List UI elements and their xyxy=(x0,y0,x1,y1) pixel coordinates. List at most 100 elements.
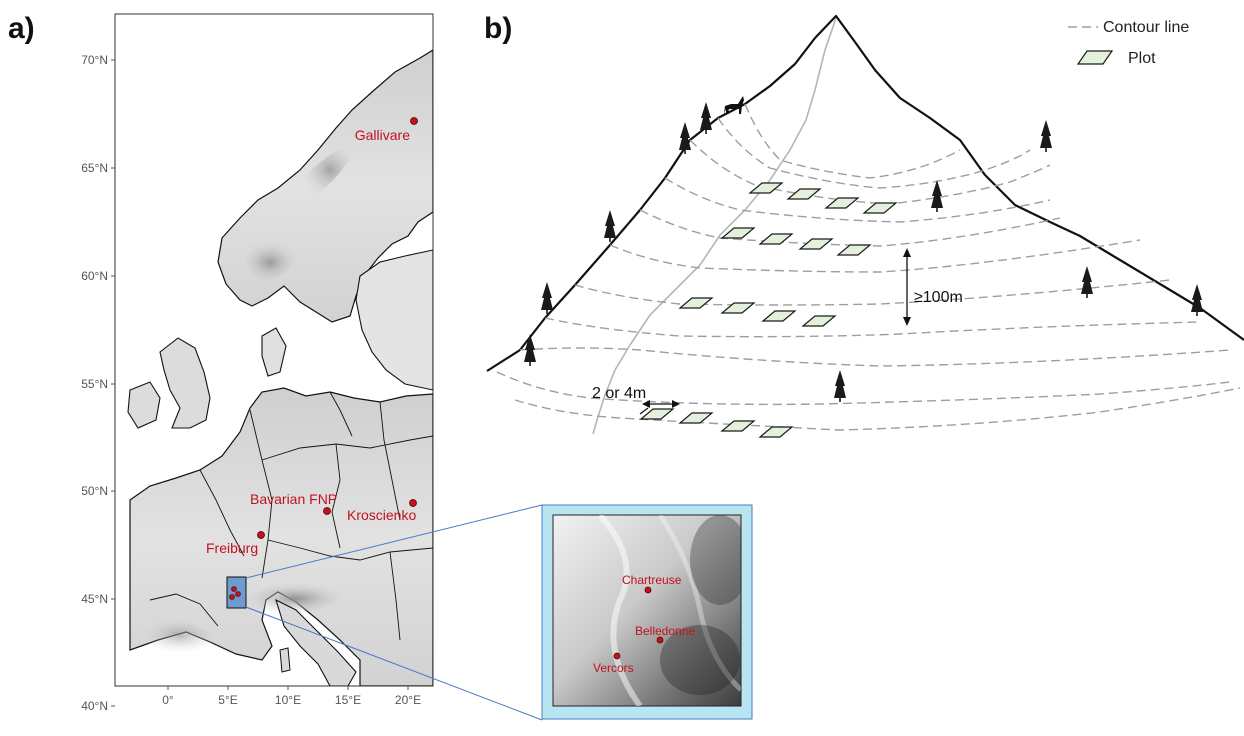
contour-line xyxy=(514,387,1241,431)
site-label: Freiburg xyxy=(206,540,258,556)
lat-tick: 55°N xyxy=(81,377,115,391)
map-land xyxy=(127,49,433,686)
plot[interactable] xyxy=(758,426,794,438)
slope-path xyxy=(592,17,837,435)
plot-row-3 xyxy=(678,297,837,327)
lat-tick-label: 40°N xyxy=(81,699,108,713)
plot[interactable] xyxy=(862,202,898,214)
lat-tick-label: 55°N xyxy=(81,377,108,391)
lon-tick-label: 10°E xyxy=(275,693,301,707)
tree-icon xyxy=(541,282,553,314)
plot[interactable] xyxy=(678,297,714,309)
plot[interactable] xyxy=(824,197,860,209)
site-bavarian-fnp[interactable]: Bavarian FNP xyxy=(250,491,337,515)
site-marker xyxy=(656,636,664,644)
tree-icon xyxy=(524,334,536,366)
alps-highlight-box[interactable] xyxy=(226,576,247,609)
plot[interactable] xyxy=(758,233,794,245)
plot[interactable] xyxy=(761,310,797,322)
contour-line xyxy=(544,317,1201,338)
corsica xyxy=(279,647,291,673)
ridge-line xyxy=(486,14,1244,372)
scandes-relief xyxy=(240,240,300,285)
inset-map: Chartreuse Belledonne Vercors xyxy=(541,504,753,720)
inset-site-belledonne[interactable]: Belledonne xyxy=(635,624,695,644)
tree-icon xyxy=(834,370,846,402)
plot[interactable] xyxy=(720,420,756,432)
legend-item-contour: Contour line xyxy=(1068,19,1189,36)
tree-icon xyxy=(1191,284,1203,316)
site-label: Chartreuse xyxy=(622,573,682,587)
contour-lines xyxy=(496,103,1241,431)
plot-row-2 xyxy=(720,227,872,256)
plot-row-1 xyxy=(748,182,898,214)
lon-tick-label: 5°E xyxy=(218,693,237,707)
site-label: Belledonne xyxy=(635,624,695,638)
lon-tick: 20°E xyxy=(395,686,421,707)
site-gallivare[interactable]: Gallivare xyxy=(355,117,418,144)
contour-line xyxy=(689,139,1051,205)
plot-parallelogram-icon xyxy=(1076,50,1114,65)
lon-tick: 15°E xyxy=(335,686,361,707)
site-label: Bavarian FNP xyxy=(250,491,337,507)
tree-icon xyxy=(700,102,712,134)
lat-tick: 65°N xyxy=(81,161,115,175)
plot[interactable] xyxy=(748,182,784,194)
tree-icon xyxy=(679,122,691,154)
lat-axis: 70°N 65°N 60°N 55°N 50°N 45°N 40°N xyxy=(81,53,115,713)
lat-tick-label: 70°N xyxy=(81,53,108,67)
plot[interactable] xyxy=(786,188,822,200)
inset-connector-top xyxy=(245,504,543,579)
site-label: Gallivare xyxy=(355,127,410,143)
lat-tick-label: 60°N xyxy=(81,269,108,283)
plot[interactable] xyxy=(720,227,756,239)
legend-item-plot: Plot xyxy=(1076,50,1156,67)
inset-connector-bottom xyxy=(245,606,543,721)
plot[interactable] xyxy=(801,315,837,327)
great-britain xyxy=(159,337,211,429)
site-label: Vercors xyxy=(593,661,634,675)
panel-a-label: a) xyxy=(8,12,35,45)
lon-tick: 5°E xyxy=(218,686,238,707)
iberia-relief xyxy=(140,617,220,654)
lat-tick-label: 65°N xyxy=(81,161,108,175)
contour-line xyxy=(744,103,961,179)
tree-icon xyxy=(1081,266,1093,298)
contour-line xyxy=(717,117,1031,189)
site-freiburg[interactable]: Freiburg xyxy=(206,531,265,557)
lat-tick: 40°N xyxy=(81,699,115,713)
panel-b-label: b) xyxy=(484,12,512,45)
legend-label: Contour line xyxy=(1103,19,1189,36)
lon-tick-label: 20°E xyxy=(395,693,421,707)
country-borders xyxy=(149,391,433,641)
plot[interactable] xyxy=(720,302,756,314)
alps-relief xyxy=(240,582,350,615)
site-kroscienko[interactable]: Kroscienko xyxy=(347,499,417,524)
plot-spacing-arrow: 2 or 4m xyxy=(592,385,680,415)
inset-relief-detail xyxy=(597,515,741,706)
plot[interactable] xyxy=(639,408,675,420)
site-marker xyxy=(410,117,418,125)
contour-line xyxy=(519,347,1231,367)
ireland xyxy=(127,381,161,429)
legend-label: Plot xyxy=(1128,50,1156,67)
lat-tick: 70°N xyxy=(81,53,115,67)
site-marker xyxy=(257,531,265,539)
plot[interactable] xyxy=(798,238,834,250)
plot[interactable] xyxy=(836,244,872,256)
contour-line xyxy=(639,209,1061,247)
inset-site-chartreuse[interactable]: Chartreuse xyxy=(622,573,682,594)
site-marker xyxy=(323,507,331,515)
lat-tick: 60°N xyxy=(81,269,115,283)
tree-icon xyxy=(1040,120,1052,152)
inset-site-vercors[interactable]: Vercors xyxy=(593,652,634,675)
trees xyxy=(524,102,1203,402)
lat-tick-label: 45°N xyxy=(81,592,108,606)
northern-relief xyxy=(300,140,360,200)
lat-tick-label: 50°N xyxy=(81,484,108,498)
plot[interactable] xyxy=(678,412,714,424)
lon-tick-label: 0° xyxy=(162,693,174,707)
site-marker xyxy=(235,591,241,597)
site-marker xyxy=(231,586,237,592)
